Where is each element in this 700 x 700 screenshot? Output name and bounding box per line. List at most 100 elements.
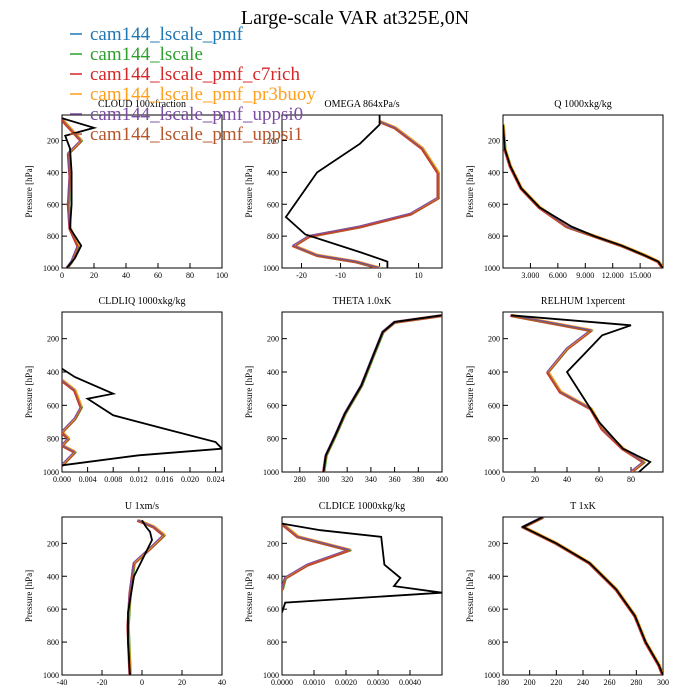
series-line-cam144_lscale_pmf_c7rich: [126, 520, 164, 675]
y-axis-label: Pressure [hPa]: [24, 570, 34, 622]
series-line-cam144_lscale: [324, 315, 442, 472]
y-tick-label: 800: [267, 435, 279, 444]
series-line-cam144_lscale: [128, 520, 167, 675]
y-tick-label: 400: [47, 368, 59, 377]
x-tick-label: -20: [97, 678, 108, 687]
y-tick-label: 800: [267, 232, 279, 241]
series-line-cam144_lscale_pmf_uppsi1: [62, 381, 83, 468]
legend-label: cam144_lscale: [90, 44, 203, 65]
series-lines: [62, 367, 222, 468]
y-tick-label: 1000: [263, 264, 279, 273]
y-tick-label: 600: [488, 200, 500, 209]
series-lines: [282, 522, 442, 613]
series-line-cam144_lscale_pmf: [322, 314, 442, 472]
y-tick-label: 1000: [263, 671, 279, 680]
y-tick-label: 1000: [43, 468, 59, 477]
series-line-reference: [503, 124, 663, 268]
y-tick-label: 1000: [484, 264, 500, 273]
plot-frame: [61, 516, 223, 676]
plot-frame: [281, 311, 443, 473]
panel-title: OMEGA 864xPa/s: [324, 99, 399, 110]
x-tick-label: 340: [365, 475, 377, 484]
y-tick-label: 200: [47, 539, 59, 548]
chart-panel: THETA 1.0xK Pressure [hPa] 200 400 600 800 100…: [244, 296, 448, 484]
series-line-reference: [62, 117, 98, 268]
series-line-cam144_lscale_pmf_uppsi1: [292, 122, 439, 268]
x-tick-label: 40: [122, 271, 130, 280]
panel-title: T 1xK: [570, 501, 596, 512]
series-line-cam144_lscale_pmf_uppsi0: [282, 522, 351, 589]
series-line-reference: [322, 314, 442, 472]
y-tick-label: 200: [488, 137, 500, 146]
series-line-cam144_lscale_pmf_pr3buoy: [511, 313, 646, 472]
y-axis-label: Pressure [hPa]: [465, 165, 475, 217]
series-lines: [126, 518, 167, 675]
legend: cam144_lscale_pmfcam144_lscalecam144_lsc…: [70, 24, 316, 145]
y-tick-label: 800: [47, 435, 59, 444]
x-tick-label: 0.0000: [271, 678, 293, 687]
y-tick-label: 600: [488, 605, 500, 614]
y-tick-label: 600: [47, 401, 59, 410]
x-tick-label: 80: [627, 475, 635, 484]
y-tick-label: 800: [488, 638, 500, 647]
plot-frame: [61, 311, 223, 473]
y-tick-label: 800: [488, 232, 500, 241]
y-tick-label: 800: [488, 435, 500, 444]
x-tick-label: 0.016: [155, 475, 173, 484]
y-axis-label: Pressure [hPa]: [244, 366, 254, 418]
legend-label: cam144_lscale_pmf_c7rich: [90, 64, 300, 85]
series-lines: [509, 313, 652, 472]
panel-title: THETA 1.0xK: [333, 296, 392, 307]
y-tick-label: 1000: [43, 264, 59, 273]
series-line-cam144_lscale_pmf_uppsi0: [510, 314, 645, 472]
series-line-cam144_lscale_pmf_uppsi1: [282, 524, 352, 591]
x-tick-label: 20: [90, 271, 98, 280]
series-line-cam144_lscale_pmf_c7rich: [282, 524, 351, 589]
series-line-cam144_lscale_pmf_c7rich: [322, 315, 442, 472]
x-tick-label: -20: [296, 271, 307, 280]
x-tick-label: 0.020: [181, 475, 199, 484]
x-tick-label: 0.000: [53, 475, 71, 484]
panel-title: U 1xm/s: [125, 501, 159, 512]
x-tick-label: 280: [294, 475, 306, 484]
x-tick-label: 280: [630, 678, 642, 687]
x-tick-label: 220: [550, 678, 562, 687]
x-tick-label: 180: [497, 678, 509, 687]
y-tick-label: 1000: [43, 671, 59, 680]
y-axis-label: Pressure [hPa]: [24, 165, 34, 217]
series-lines: [284, 115, 440, 268]
y-tick-label: 200: [47, 335, 59, 344]
x-tick-label: 0: [140, 678, 144, 687]
series-line-cam144_lscale_pmf_uppsi1: [511, 316, 646, 472]
x-tick-label: 380: [412, 475, 424, 484]
plot-frame: [502, 114, 664, 269]
series-line-cam144_lscale_pmf_pr3buoy: [293, 120, 440, 268]
series-line-cam144_lscale_pmf_uppsi0: [521, 517, 663, 675]
y-tick-label: 600: [488, 401, 500, 410]
chart-panel: CLDLIQ 1000xkg/kg Pressure [hPa] 200 400 600…: [24, 296, 225, 484]
chart-panel: CLDICE 1000xkg/kg Pressure [hPa] 200 400 600…: [244, 501, 443, 687]
y-tick-label: 1000: [484, 468, 500, 477]
x-tick-label: 40: [218, 678, 226, 687]
panel-title: Q 1000xkg/kg: [554, 99, 612, 110]
plot-frame: [61, 114, 223, 269]
series-line-cam144_lscale_pmf_uppsi0: [291, 120, 439, 268]
x-tick-label: 9.000: [576, 271, 594, 280]
series-lines: [503, 123, 663, 268]
series-line-cam144_lscale_pmf_uppsi1: [127, 521, 166, 675]
series-lines: [62, 117, 98, 268]
series-line-cam144_lscale_pmf_pr3buoy: [62, 379, 83, 465]
legend-label: cam144_lscale_pmf: [90, 24, 244, 45]
x-tick-label: 100: [216, 271, 228, 280]
y-tick-label: 400: [267, 572, 279, 581]
x-tick-label: 0.004: [79, 475, 97, 484]
y-tick-label: 200: [267, 335, 279, 344]
x-tick-label: 40: [563, 475, 571, 484]
legend-label: cam144_lscale_pmf_pr3buoy: [90, 84, 316, 105]
y-tick-label: 600: [47, 200, 59, 209]
x-tick-label: 400: [436, 475, 448, 484]
x-tick-label: 20: [531, 475, 539, 484]
y-tick-label: 800: [47, 232, 59, 241]
